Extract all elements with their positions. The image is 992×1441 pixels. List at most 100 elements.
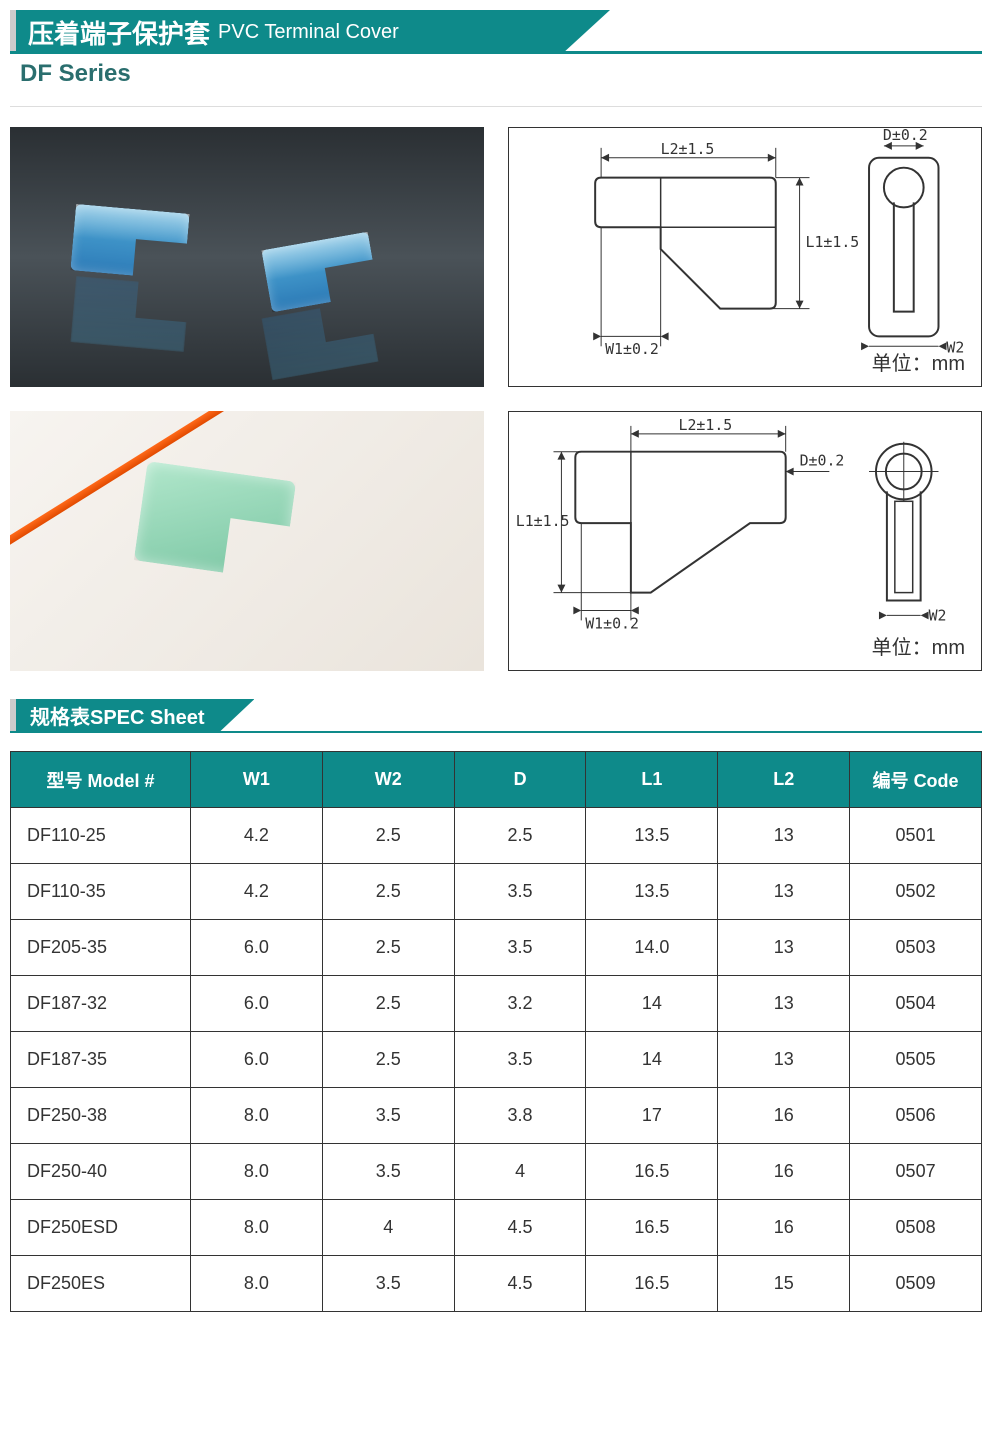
- value-cell: 16.5: [586, 1200, 718, 1256]
- header-title-cn: 压着端子保护套: [28, 14, 210, 51]
- dim-l1: L1±1.5: [806, 233, 860, 251]
- model-cell: DF250ESD: [11, 1200, 191, 1256]
- model-cell: DF250ES: [11, 1256, 191, 1312]
- dim2-w1: W1±0.2: [585, 614, 639, 632]
- value-cell: 13: [718, 864, 850, 920]
- value-cell: 0509: [850, 1256, 982, 1312]
- dim2-l2: L2±1.5: [679, 416, 733, 434]
- table-body: DF110-254.22.52.513.5130501DF110-354.22.…: [11, 808, 982, 1312]
- value-cell: 4: [322, 1200, 454, 1256]
- header-underline: [10, 51, 982, 54]
- value-cell: 3.5: [322, 1088, 454, 1144]
- value-cell: 16.5: [586, 1256, 718, 1312]
- value-cell: 3.5: [454, 1032, 586, 1088]
- table-row: DF205-356.02.53.514.0130503: [11, 920, 982, 976]
- spec-table: 型号 Model #W1W2DL1L2编号 Code DF110-254.22.…: [10, 751, 982, 1312]
- table-row: DF110-254.22.52.513.5130501: [11, 808, 982, 864]
- value-cell: 2.5: [322, 808, 454, 864]
- value-cell: 2.5: [322, 920, 454, 976]
- product-photo-2: [10, 411, 484, 671]
- value-cell: 2.5: [322, 1032, 454, 1088]
- value-cell: 4.5: [454, 1200, 586, 1256]
- value-cell: 13: [718, 976, 850, 1032]
- value-cell: 6.0: [191, 920, 323, 976]
- value-cell: 3.5: [454, 864, 586, 920]
- model-cell: DF205-35: [11, 920, 191, 976]
- value-cell: 4.2: [191, 864, 323, 920]
- model-cell: DF187-35: [11, 1032, 191, 1088]
- table-header-cell: W2: [322, 752, 454, 808]
- table-header-cell: L2: [718, 752, 850, 808]
- value-cell: 3.8: [454, 1088, 586, 1144]
- value-cell: 3.5: [454, 920, 586, 976]
- table-header-cell: L1: [586, 752, 718, 808]
- dim-w1: W1±0.2: [605, 340, 659, 358]
- value-cell: 16: [718, 1144, 850, 1200]
- table-row: DF250-388.03.53.817160506: [11, 1088, 982, 1144]
- table-row: DF187-326.02.53.214130504: [11, 976, 982, 1032]
- value-cell: 13: [718, 920, 850, 976]
- series-subheader: DF Series: [10, 56, 982, 107]
- header-title-en: PVC Terminal Cover: [218, 21, 399, 44]
- value-cell: 14: [586, 1032, 718, 1088]
- spec-section-header: 规格表SPEC Sheet: [10, 699, 982, 733]
- model-cell: DF110-35: [11, 864, 191, 920]
- value-cell: 15: [718, 1256, 850, 1312]
- spec-section-underline: [10, 731, 982, 733]
- value-cell: 0508: [850, 1200, 982, 1256]
- model-cell: DF250-38: [11, 1088, 191, 1144]
- value-cell: 3.5: [322, 1144, 454, 1200]
- unit-label-1: 单位：mm: [872, 347, 965, 376]
- value-cell: 16: [718, 1088, 850, 1144]
- dim2-l1: L1±1.5: [516, 512, 570, 530]
- dim2-d: D±0.2: [800, 452, 845, 470]
- value-cell: 4: [454, 1144, 586, 1200]
- value-cell: 8.0: [191, 1144, 323, 1200]
- figure-grid: L2±1.5 L1±1.5 W1±0.2: [10, 127, 982, 671]
- value-cell: 2.5: [322, 976, 454, 1032]
- table-row: DF187-356.02.53.514130505: [11, 1032, 982, 1088]
- table-row: DF250ES8.03.54.516.5150509: [11, 1256, 982, 1312]
- value-cell: 6.0: [191, 1032, 323, 1088]
- table-header-cell: 型号 Model #: [11, 752, 191, 808]
- table-header-cell: W1: [191, 752, 323, 808]
- value-cell: 8.0: [191, 1088, 323, 1144]
- table-header-cell: D: [454, 752, 586, 808]
- spec-section-title: 规格表SPEC Sheet: [10, 699, 254, 731]
- value-cell: 13.5: [586, 864, 718, 920]
- value-cell: 0502: [850, 864, 982, 920]
- value-cell: 0505: [850, 1032, 982, 1088]
- value-cell: 0506: [850, 1088, 982, 1144]
- dim-d: D±0.2: [883, 128, 928, 144]
- table-row: DF250ESD8.044.516.5160508: [11, 1200, 982, 1256]
- value-cell: 2.5: [454, 808, 586, 864]
- value-cell: 14: [586, 976, 718, 1032]
- value-cell: 0503: [850, 920, 982, 976]
- table-header-cell: 编号 Code: [850, 752, 982, 808]
- page-header-banner: 压着端子保护套 PVC Terminal Cover: [10, 10, 982, 54]
- model-cell: DF187-32: [11, 976, 191, 1032]
- dim-l2: L2±1.5: [661, 140, 715, 158]
- model-cell: DF250-40: [11, 1144, 191, 1200]
- technical-drawing-1: L2±1.5 L1±1.5 W1±0.2: [508, 127, 982, 387]
- unit-label-2: 单位：mm: [872, 631, 965, 660]
- value-cell: 14.0: [586, 920, 718, 976]
- model-cell: DF110-25: [11, 808, 191, 864]
- value-cell: 0504: [850, 976, 982, 1032]
- value-cell: 8.0: [191, 1256, 323, 1312]
- value-cell: 16.5: [586, 1144, 718, 1200]
- value-cell: 16: [718, 1200, 850, 1256]
- value-cell: 13: [718, 808, 850, 864]
- value-cell: 13.5: [586, 808, 718, 864]
- table-header-row: 型号 Model #W1W2DL1L2编号 Code: [11, 752, 982, 808]
- header-title-bar: 压着端子保护套 PVC Terminal Cover: [10, 10, 610, 54]
- value-cell: 4.5: [454, 1256, 586, 1312]
- value-cell: 0501: [850, 808, 982, 864]
- value-cell: 6.0: [191, 976, 323, 1032]
- dim2-w2: W2: [929, 606, 947, 624]
- value-cell: 2.5: [322, 864, 454, 920]
- table-row: DF110-354.22.53.513.5130502: [11, 864, 982, 920]
- technical-drawing-2: L2±1.5 L1±1.5 W1±0.2 D±0.2: [508, 411, 982, 671]
- value-cell: 8.0: [191, 1200, 323, 1256]
- product-photo-1: [10, 127, 484, 387]
